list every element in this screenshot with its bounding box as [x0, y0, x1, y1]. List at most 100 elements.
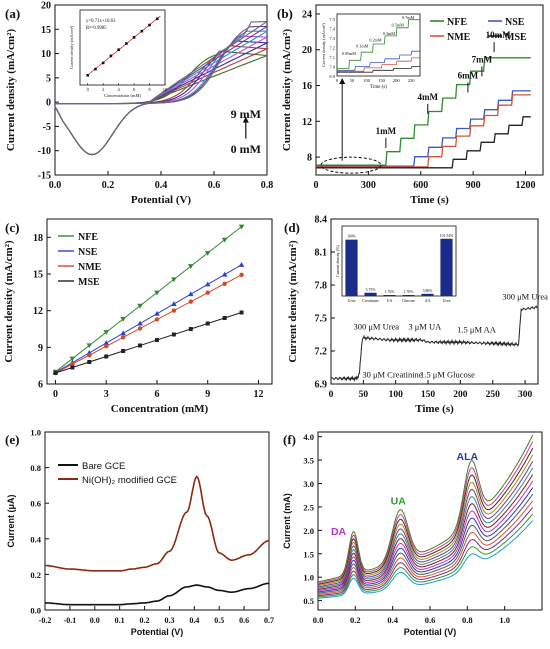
panel-e-label: (e)	[5, 432, 19, 447]
panel-e-xtick-label: 0.3	[164, 616, 174, 625]
panel-b-legend-label: NFE	[447, 17, 467, 28]
panel-c-point-NFE	[171, 277, 177, 283]
panel-f-curve	[317, 493, 534, 594]
panel-c-point-NFE	[137, 303, 143, 309]
panel-f-xtick-label: 0.0	[313, 615, 324, 625]
panel-a-inset-xtick-label: 6	[133, 87, 136, 92]
panel-c-point-NME	[70, 361, 75, 367]
panel-a-inset-xtick-label: 0	[87, 87, 90, 92]
panel-c-legend-label: NSE	[78, 247, 98, 258]
panel-f-curve	[317, 487, 534, 593]
panel-c-point-MSE	[171, 332, 176, 337]
panel-a-inset-point	[86, 73, 90, 77]
panel-b-inset-ytick-label: 6.9	[329, 74, 335, 79]
panel-c-legend-label: NFE	[78, 232, 98, 243]
panel-c-point-NFE	[204, 250, 211, 256]
panel-a-xtick-label: 0.0	[49, 180, 62, 191]
panel-a-inset-point	[155, 17, 159, 21]
panel-f-ytick-label: 1.5	[303, 549, 314, 559]
panel-d-inset-bar	[421, 293, 434, 296]
panel-b-series-NFE	[316, 57, 531, 166]
panel-a-annotation: 9 mM	[231, 107, 261, 121]
panel-f-annotation: ALA	[457, 451, 479, 463]
panel-d-ytick-label: 6.9	[315, 380, 328, 391]
panel-c-legend-label: MSE	[78, 277, 100, 288]
panel-f-ytick-label: 3.0	[303, 479, 314, 489]
panel-e-xtick-label: -0.1	[64, 616, 77, 625]
panel-c-xlabel: Concentration (mM)	[111, 403, 209, 415]
panel-b-annotation: 1mM	[376, 126, 397, 136]
panel-d-inset-ylabel: Current density (%)	[335, 244, 340, 276]
panel-b-inset-ytick-label: 7.1	[329, 55, 335, 60]
panel-d-inset-bar	[440, 238, 453, 296]
panel-d-ytick-label: 7.5	[315, 314, 328, 325]
panel-b-series-NME	[316, 94, 531, 168]
panel-b-inset-xtick-label: 150	[378, 78, 386, 83]
panel-d-xtick-label: 150	[421, 390, 436, 400]
panel-c-point-NSE	[120, 330, 126, 336]
panel-d-xtick-label: 50	[359, 390, 369, 400]
panel-f-ylabel: Current (mA)	[282, 493, 292, 549]
panel-e-xtick-label: 0.0	[90, 616, 100, 625]
panel-b-frame	[315, 4, 544, 176]
panel-e-xtick-label: -0.2	[39, 616, 52, 625]
panel-a-inset-equation: y=0.71x+10.63	[86, 19, 116, 24]
panel-d-label: (d)	[284, 220, 300, 235]
panel-c-point-NSE	[204, 281, 211, 287]
panel-d-annotation: 30 μM Creatinine	[362, 370, 422, 380]
panel-c-xtick-label: 12	[253, 389, 263, 400]
panel-b-inset-annotation: 0.3mM	[383, 31, 395, 36]
panel-a-ytick-label: -10	[38, 146, 51, 157]
panel-a-inset-frame	[79, 9, 166, 86]
panel-a-inset-xtick-label: 4	[118, 87, 121, 92]
panel-b-inset-ylabel: Current density (mA/cm²)	[321, 23, 326, 67]
panel-b-inset-ytick-label: 7.5	[329, 17, 335, 22]
panel-e-ytick-label: 0.8	[30, 463, 41, 473]
panel-c-ytick-label: 18	[33, 233, 43, 244]
panel-c-point-NME	[137, 326, 143, 331]
panel-e-xtick-label: 0.1	[115, 616, 125, 625]
panel-b-ytick-label: 24	[302, 9, 312, 20]
panel-c-point-MSE	[87, 360, 92, 364]
panel-e-xtick-label: 0.7	[264, 616, 274, 625]
panel-b-annotation: 4mM	[418, 92, 439, 102]
panel-d-frame	[330, 218, 539, 385]
panel-c-fit-MSE	[55, 312, 242, 374]
panel-a-ytick-label: 0	[46, 98, 51, 109]
panel-f-curve	[317, 434, 534, 583]
panel-c-point-MSE	[138, 343, 143, 348]
panel-b-inset-xlabel: Time (s)	[370, 85, 387, 90]
panel-c-point-MSE	[53, 371, 58, 375]
panel-b-inset-ytick-label: 7.3	[329, 36, 335, 41]
panel-e-xlabel: Potential (V)	[131, 627, 184, 637]
panel-d-xtick-label: 100	[389, 390, 404, 400]
panel-e-ytick-label: 0.2	[30, 570, 41, 580]
panel-b-inset-series	[337, 19, 420, 69]
panel-f-xtick-label: 1.0	[499, 615, 510, 625]
panel-b-inset-ytick-label: 7.4	[329, 26, 335, 31]
panel-b-inset-series	[337, 66, 420, 73]
panel-b-xtick-label: 0	[314, 180, 319, 191]
panel-d-annotation: 3 μM UA	[408, 321, 442, 331]
panel-c-point-NFE	[238, 224, 245, 230]
panel-a-label: (a)	[5, 6, 20, 21]
panel-f-curve	[317, 467, 534, 589]
panel-f-curve	[317, 441, 534, 584]
panel-f-curve	[317, 480, 534, 592]
panel-a-ytick-label: -15	[38, 171, 51, 182]
panel-c-point-NSE	[221, 271, 228, 277]
panel-d-annotation: 300 μM Urea	[502, 292, 548, 302]
panel-e-xtick-label: 0.6	[239, 616, 249, 625]
panel-d-xlabel: Time (s)	[415, 403, 454, 415]
panel-b-ytick-label: 12	[302, 117, 312, 128]
panel-c-label: (c)	[5, 220, 19, 235]
panel-f-curve	[317, 513, 534, 598]
panel-c-xtick-label: 6	[154, 389, 159, 400]
panel-a-inset-ylabel: Current density (mA/cm²)	[69, 25, 74, 69]
panel-c-point-MSE	[205, 321, 210, 326]
panel-a-cv-curve	[54, 20, 269, 156]
panel-e-series	[45, 582, 270, 606]
panel-a-inset-r2: R²=0.9985	[86, 25, 107, 31]
panel-a-inset-xlabel: Concentration (mM)	[104, 93, 142, 98]
